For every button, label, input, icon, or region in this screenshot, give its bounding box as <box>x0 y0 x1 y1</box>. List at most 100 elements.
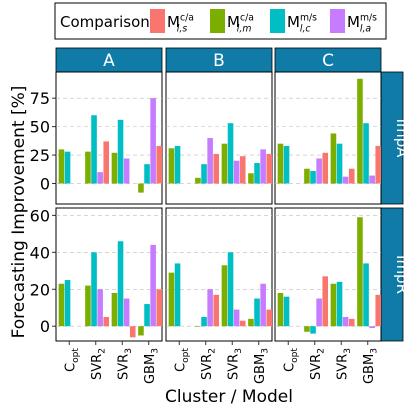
bar <box>144 164 150 184</box>
y-tick-label: 0 <box>40 317 50 336</box>
y-tick-label: 25 <box>30 146 50 165</box>
bar <box>363 263 369 327</box>
bar <box>58 283 65 327</box>
bar <box>129 326 136 338</box>
facet-panel <box>55 71 163 205</box>
column-facet-header <box>165 47 273 73</box>
y-tick-label: 0 <box>40 175 50 194</box>
bar <box>227 252 234 327</box>
legend-swatch <box>210 9 225 33</box>
x-tick-label: SVR2 <box>90 348 108 380</box>
bar <box>239 320 246 327</box>
x-tick-label: Copt <box>173 348 191 372</box>
panel-frame <box>165 71 273 205</box>
bar <box>369 175 375 184</box>
bar <box>348 168 355 184</box>
bar <box>260 283 266 327</box>
bar <box>316 298 322 327</box>
bar <box>213 294 220 327</box>
axes: Copt SVR2 SVR3 GBM3 Copt SVR2 SVR3 GBM3 Copt SVR2… <box>63 341 380 384</box>
column-facet-header <box>55 47 163 73</box>
bar <box>369 326 375 329</box>
bar <box>310 171 316 184</box>
bar <box>233 160 240 184</box>
bar <box>123 158 130 184</box>
bar <box>227 123 234 184</box>
bar <box>85 285 91 327</box>
bar <box>174 145 181 184</box>
bar <box>277 292 284 327</box>
x-tick-label: Copt <box>63 348 81 372</box>
bar <box>174 263 181 327</box>
bar <box>330 283 337 327</box>
legend-swatch <box>270 9 285 33</box>
legend-entry-label: Mm/s l,c <box>287 12 317 34</box>
bar <box>336 281 343 327</box>
bar <box>375 294 382 327</box>
facet-panel <box>55 207 163 342</box>
legend-entry-label: Mc/a l,s <box>167 12 194 34</box>
bar <box>266 153 273 184</box>
y-tick-label: 50 <box>30 118 50 137</box>
facet-panel <box>165 207 273 342</box>
bar <box>207 138 213 184</box>
bar <box>138 183 144 193</box>
bar <box>58 149 65 184</box>
bar <box>283 296 290 327</box>
bar <box>316 158 322 184</box>
bar <box>322 152 329 184</box>
bar <box>103 141 110 184</box>
bar <box>266 309 273 327</box>
bar <box>363 123 369 184</box>
bar <box>221 143 228 184</box>
bar <box>64 280 71 327</box>
bar <box>195 177 201 184</box>
column-facet-label: C <box>322 51 334 71</box>
legend-entry-label: Mc/a l,m <box>227 12 254 34</box>
bar <box>342 316 349 327</box>
bar <box>123 298 130 327</box>
legend-title: Comparison <box>60 13 150 31</box>
bar <box>336 143 343 184</box>
bar <box>254 298 260 327</box>
x-tick-label: SVR2 <box>309 348 327 380</box>
bar <box>64 151 71 184</box>
bar <box>91 115 97 184</box>
bar <box>304 168 310 184</box>
bar <box>91 252 97 327</box>
bar <box>342 176 349 184</box>
y-tick-label: 20 <box>30 280 50 299</box>
bar <box>357 217 363 327</box>
x-tick-label: Copt <box>282 348 300 372</box>
bar <box>357 78 363 184</box>
legend-swatch <box>150 9 165 33</box>
facet-panel <box>165 71 273 205</box>
bar <box>168 148 175 184</box>
bar <box>221 265 228 327</box>
x-tick-label: SVR3 <box>226 348 244 380</box>
bar <box>248 318 254 327</box>
bar <box>168 272 175 327</box>
panels: A B C ImpA ImpR 0 25 50 75 0 20 40 60 <box>30 47 407 342</box>
bar <box>97 289 103 327</box>
bar <box>156 289 163 327</box>
bar <box>330 133 337 184</box>
legend-entry-label: Mm/s l,a <box>347 12 377 34</box>
panel-frame <box>55 71 163 205</box>
column-facet-header <box>274 47 382 73</box>
column-facet-label: B <box>213 51 225 71</box>
bar <box>375 145 382 184</box>
bar <box>260 149 266 184</box>
y-tick-label: 75 <box>30 89 50 108</box>
x-axis-label: Cluster / Model <box>165 387 293 407</box>
x-tick-label: GBM3 <box>362 348 380 384</box>
bar <box>310 326 316 334</box>
y-axis-label: Forecasting Improvement [%] <box>9 86 29 339</box>
x-tick-label: GBM3 <box>253 348 271 384</box>
bar <box>213 153 220 184</box>
x-tick-label: GBM3 <box>143 348 161 384</box>
bar <box>201 316 207 327</box>
bar <box>304 326 310 332</box>
bar <box>85 151 91 184</box>
